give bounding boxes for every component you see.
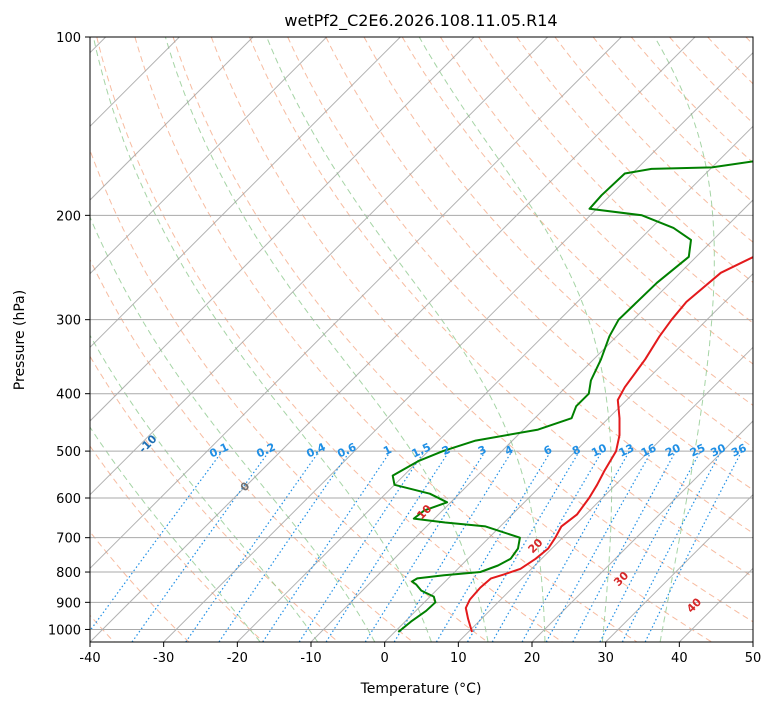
x-tick-label: 20 <box>524 651 541 666</box>
x-tick-label: 50 <box>745 651 762 666</box>
y-tick-label: 1000 <box>48 623 81 638</box>
y-tick-label: 100 <box>56 31 81 46</box>
x-tick-label: -20 <box>227 651 248 666</box>
y-tick-label: 600 <box>56 492 81 507</box>
x-axis-label: Temperature (°C) <box>360 681 482 697</box>
y-tick-label: 700 <box>56 532 81 547</box>
x-tick-label: -30 <box>153 651 174 666</box>
x-tick-label: -10 <box>300 651 321 666</box>
y-tick-label: 300 <box>56 314 81 329</box>
x-tick-label: 0 <box>381 651 389 666</box>
y-tick-label: 900 <box>56 596 81 611</box>
x-tick-label: -40 <box>79 651 100 666</box>
y-tick-label: 400 <box>56 388 81 403</box>
y-tick-label: 800 <box>56 566 81 581</box>
x-tick-label: 10 <box>450 651 467 666</box>
x-tick-label: 40 <box>671 651 688 666</box>
y-tick-label: 200 <box>56 209 81 224</box>
x-tick-label: 30 <box>597 651 614 666</box>
chart-title: wetPf2_C2E6.2026.108.11.05.R14 <box>284 11 557 31</box>
y-axis-label: Pressure (hPa) <box>12 290 28 390</box>
y-tick-label: 500 <box>56 445 81 460</box>
